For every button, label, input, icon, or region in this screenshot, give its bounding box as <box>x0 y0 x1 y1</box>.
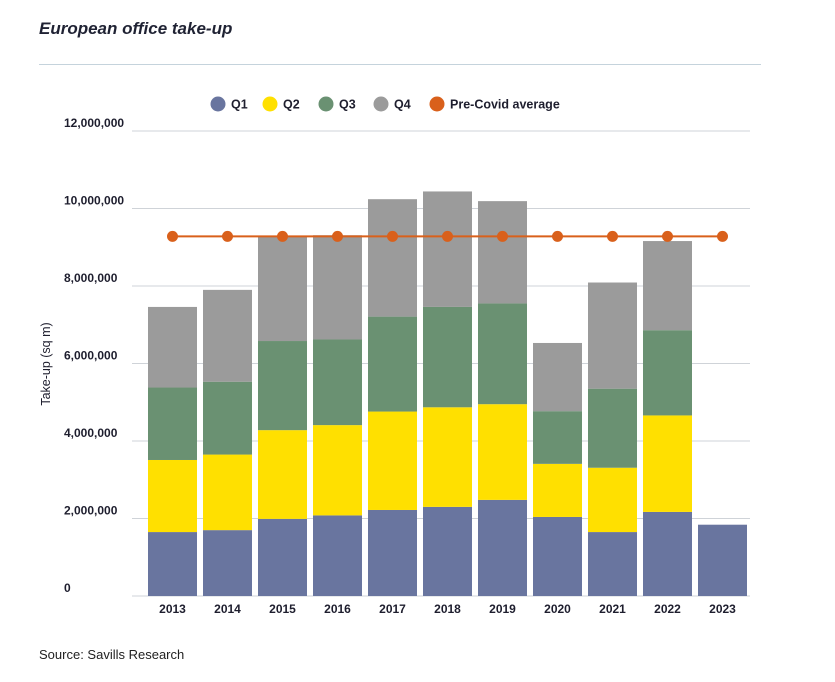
bar-q3-2019 <box>478 303 527 405</box>
bar-q4-2018 <box>423 191 472 307</box>
bar-q4-2019 <box>478 201 527 304</box>
pre-covid-line <box>167 230 728 242</box>
bar-q1-2015 <box>258 518 307 596</box>
y-tick-label: 0 <box>64 581 71 595</box>
legend-label: Q1 <box>231 98 248 112</box>
legend-label: Pre-Covid average <box>450 98 560 112</box>
legend-marker-2 <box>318 96 334 112</box>
x-tick-label: 2021 <box>599 602 626 616</box>
legend-marker-0 <box>210 96 226 112</box>
bar-q3-2015 <box>258 341 307 431</box>
y-tick-label: 8,000,000 <box>64 271 118 285</box>
y-axis-label: Take-up (sq m) <box>39 322 53 405</box>
pre-covid-marker-2013 <box>167 230 178 242</box>
bar-q4-2013 <box>148 306 197 388</box>
bar-q3-2017 <box>368 316 417 412</box>
bar-q4-2022 <box>643 241 692 331</box>
bar-q3-2021 <box>588 388 637 468</box>
bar-q3-2013 <box>148 387 197 460</box>
bar-q1-2019 <box>478 499 527 596</box>
y-axis-ticks: 0 2,000,000 4,000,000 6,000,000 8,000,000 10,… <box>64 116 124 595</box>
pre-covid-marker-2018 <box>442 230 453 242</box>
x-tick-label: 2014 <box>214 602 241 616</box>
bar-q3-2020 <box>533 411 582 464</box>
legend-label: Q3 <box>339 98 356 112</box>
x-tick-label: 2018 <box>434 602 461 616</box>
pre-covid-marker-2019 <box>497 230 508 242</box>
x-tick-label: 2016 <box>324 602 351 616</box>
x-tick-label: 2020 <box>544 602 571 616</box>
pre-covid-marker-2023 <box>717 230 728 242</box>
bar-q4-2015 <box>258 235 307 342</box>
bar-q1-2020 <box>533 516 582 596</box>
source-note: Source: Savills Research <box>39 647 185 662</box>
chart-title: European office take-up <box>39 19 233 38</box>
bar-q1-2018 <box>423 506 472 596</box>
pre-covid-marker-2014 <box>222 230 233 242</box>
x-tick-label: 2015 <box>269 602 296 616</box>
legend-marker-3 <box>373 96 389 112</box>
pre-covid-marker-2021 <box>607 230 618 242</box>
legend: Q1 Q2 Q3 Q4 Pre-Covid average <box>210 96 560 112</box>
pre-covid-marker-2017 <box>387 230 398 242</box>
x-tick-label: 2022 <box>654 602 681 616</box>
legend-marker-1 <box>262 96 278 112</box>
x-tick-label: 2023 <box>709 602 736 616</box>
pre-covid-marker-2022 <box>662 230 673 242</box>
bar-q2-2015 <box>258 430 307 519</box>
x-axis-ticks: 2013 2014 2015 2016 2017 2018 2019 2020 2021 2022… <box>159 602 736 616</box>
pre-covid-marker-2015 <box>277 230 288 242</box>
y-tick-label: 4,000,000 <box>64 426 118 440</box>
bar-q1-2022 <box>643 511 692 596</box>
bar-q4-2017 <box>368 199 417 317</box>
bar-q2-2016 <box>313 425 362 516</box>
bars <box>148 191 747 596</box>
bar-q4-2016 <box>313 235 362 340</box>
x-tick-label: 2017 <box>379 602 406 616</box>
pre-covid-marker-2020 <box>552 230 563 242</box>
x-tick-label: 2013 <box>159 602 186 616</box>
bar-q3-2014 <box>203 381 252 455</box>
bar-q1-2014 <box>203 530 252 596</box>
y-tick-label: 10,000,000 <box>64 194 124 208</box>
bar-q1-2023 <box>698 524 747 596</box>
bar-q2-2019 <box>478 404 527 500</box>
bar-q3-2018 <box>423 306 472 408</box>
title-divider <box>39 64 761 65</box>
legend-label: Q2 <box>283 98 300 112</box>
bar-q1-2021 <box>588 532 637 596</box>
bar-q1-2017 <box>368 509 417 596</box>
y-tick-label: 6,000,000 <box>64 349 118 363</box>
x-tick-label: 2019 <box>489 602 516 616</box>
bar-q3-2016 <box>313 339 362 426</box>
bar-q1-2016 <box>313 515 362 596</box>
bar-q1-2013 <box>148 532 197 596</box>
bar-q3-2022 <box>643 330 692 416</box>
pre-covid-marker-2016 <box>332 230 343 242</box>
bar-q4-2021 <box>588 282 637 389</box>
bar-q2-2022 <box>643 415 692 512</box>
legend-marker-4 <box>429 96 445 112</box>
bar-q4-2020 <box>533 342 582 412</box>
y-tick-label: 2,000,000 <box>64 504 118 518</box>
bar-q4-2014 <box>203 289 252 382</box>
bar-q2-2017 <box>368 411 417 510</box>
bar-q2-2014 <box>203 454 252 531</box>
bar-q2-2013 <box>148 459 197 533</box>
legend-label: Q4 <box>394 98 411 112</box>
bar-q2-2020 <box>533 463 582 517</box>
y-tick-label: 12,000,000 <box>64 116 124 130</box>
bar-q2-2021 <box>588 467 637 533</box>
bar-q2-2018 <box>423 407 472 507</box>
